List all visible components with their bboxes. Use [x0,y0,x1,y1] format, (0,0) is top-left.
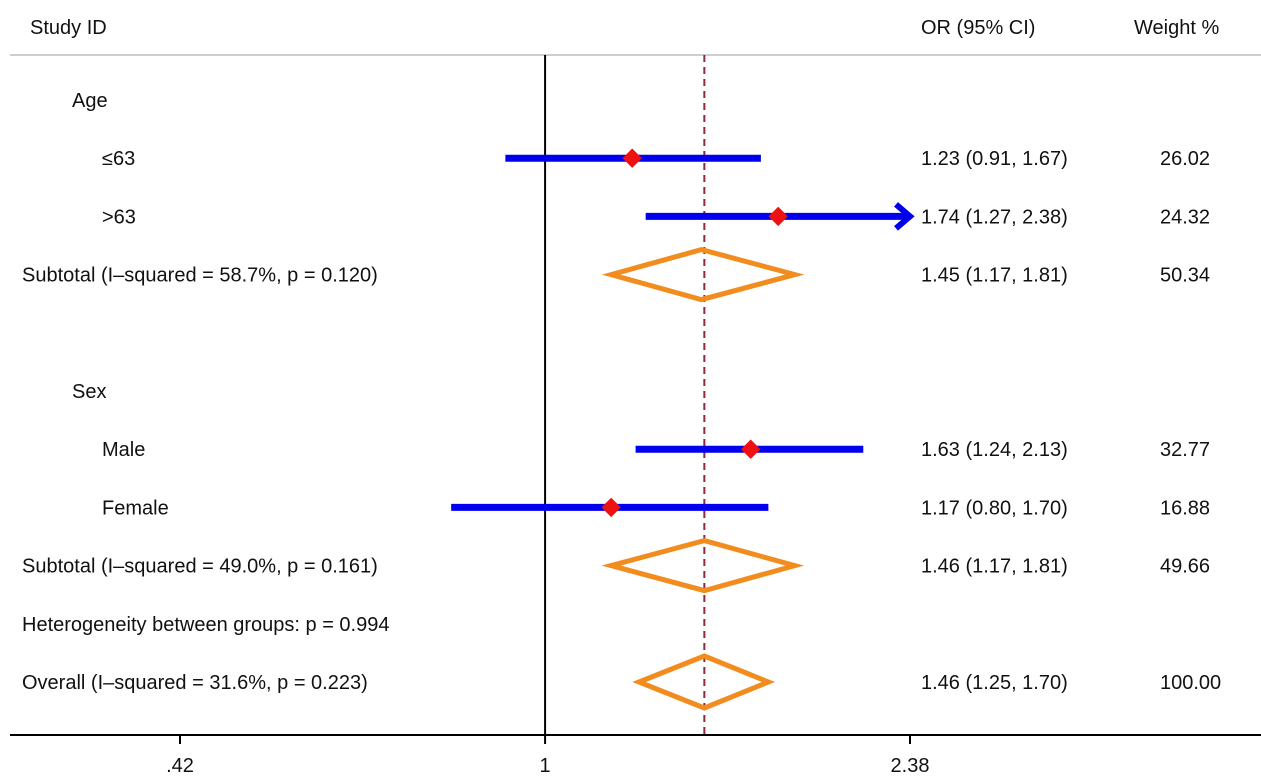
row-ci-6: 1.63 (1.24, 2.13) [921,439,1068,461]
row-ci-8: 1.46 (1.17, 1.81) [921,556,1068,578]
row-label-1: ≤63 [102,148,135,170]
point-estimate-1 [622,148,642,168]
point-estimate-2 [768,206,788,227]
row-weight-8: 49.66 [1160,556,1210,578]
subtotal-diamond-8 [601,538,805,594]
x-ticks: .42 1 2.38 [166,735,929,777]
row-label-3: Subtotal (I–squared = 58.7%, p = 0.120) [22,265,378,287]
row-ci-10: 1.46 (1.25, 1.70) [921,672,1068,694]
row-weight-2: 24.32 [1160,206,1210,228]
row-label-9: Heterogeneity between groups: p = 0.994 [22,614,389,636]
row-ci-3: 1.45 (1.17, 1.81) [921,265,1068,287]
row-label-5: Sex [72,381,106,403]
row-label-7: Female [102,497,169,519]
marks-layer [451,55,915,735]
row-ci-1: 1.23 (0.91, 1.67) [921,148,1068,170]
row-ci-7: 1.17 (0.80, 1.70) [921,497,1068,519]
row-weight-1: 26.02 [1160,148,1210,170]
row-weight-3: 50.34 [1160,265,1210,287]
row-ci-2: 1.74 (1.27, 2.38) [921,206,1068,228]
row-label-0: Age [72,90,108,112]
row-weight-7: 16.88 [1160,497,1210,519]
subtotal-diamond-3 [601,247,805,303]
header-weight: Weight % [1134,17,1219,39]
x-tick-label-0: .42 [166,755,194,777]
row-label-10: Overall (I–squared = 31.6%, p = 0.223) [22,672,368,694]
ci-arrow-2 [894,202,915,231]
point-estimate-7 [601,497,621,518]
header-or-ci: OR (95% CI) [921,17,1035,39]
row-label-8: Subtotal (I–squared = 49.0%, p = 0.161) [22,556,378,578]
point-estimate-6 [740,439,761,459]
rows-layer: Age ≤63 1.23 (0.91, 1.67) 26.02 >63 1.74 (1.2… [22,90,1221,694]
overall-diamond [632,653,776,711]
x-tick-label-2: 2.38 [891,755,930,777]
row-label-2: >63 [102,206,136,228]
row-label-6: Male [102,439,145,461]
row-weight-10: 100.00 [1160,672,1221,694]
row-weight-6: 32.77 [1160,439,1210,461]
header-study-id: Study ID [30,17,107,39]
x-tick-label-1: 1 [540,755,551,777]
